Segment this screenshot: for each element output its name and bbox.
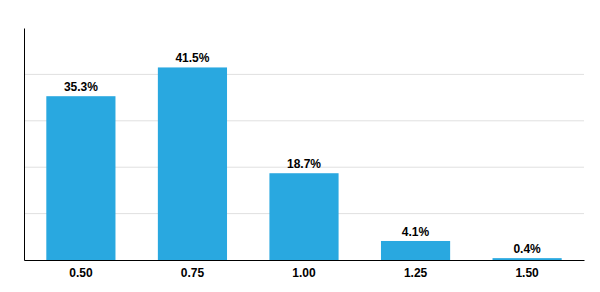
x-tick: 0.75 [181, 260, 205, 280]
x-axis: 0.50 0.75 1.00 1.25 1.50 [25, 260, 585, 280]
x-tick: 1.50 [515, 260, 539, 280]
bar [46, 96, 115, 260]
data-label: 18.7% [287, 157, 321, 171]
plot-area: 0.50 0.75 1.00 1.25 1.50 35.3% 41.5% 18.7% 4.1% 0… [24, 29, 585, 280]
data-label: 41.5% [175, 51, 209, 65]
x-tick-label: 1.00 [292, 266, 316, 280]
bar [269, 173, 338, 260]
y-axis [24, 29, 26, 261]
data-label: 4.1% [402, 225, 430, 239]
bar [381, 241, 450, 260]
x-axis-line [25, 260, 585, 261]
x-tick-label: 0.75 [181, 266, 205, 280]
data-label: 0.4% [513, 242, 541, 256]
x-tick: 1.25 [404, 260, 428, 280]
grid-line [24, 74, 584, 75]
x-tick: 1.00 [292, 260, 316, 280]
bars [46, 67, 561, 260]
x-tick-label: 1.50 [515, 266, 539, 280]
x-tick-label: 0.50 [69, 266, 93, 280]
x-tick-label: 1.25 [404, 266, 428, 280]
y-axis-line [24, 29, 25, 261]
chart-svg: 0.50 0.75 1.00 1.25 1.50 35.3% 41.5% 18.7% 4.1% 0… [0, 0, 600, 292]
bar [493, 258, 562, 260]
bar [158, 67, 227, 260]
data-labels: 35.3% 41.5% 18.7% 4.1% 0.4% [64, 51, 541, 256]
x-tick: 0.50 [69, 260, 93, 280]
data-label: 35.3% [64, 80, 98, 94]
